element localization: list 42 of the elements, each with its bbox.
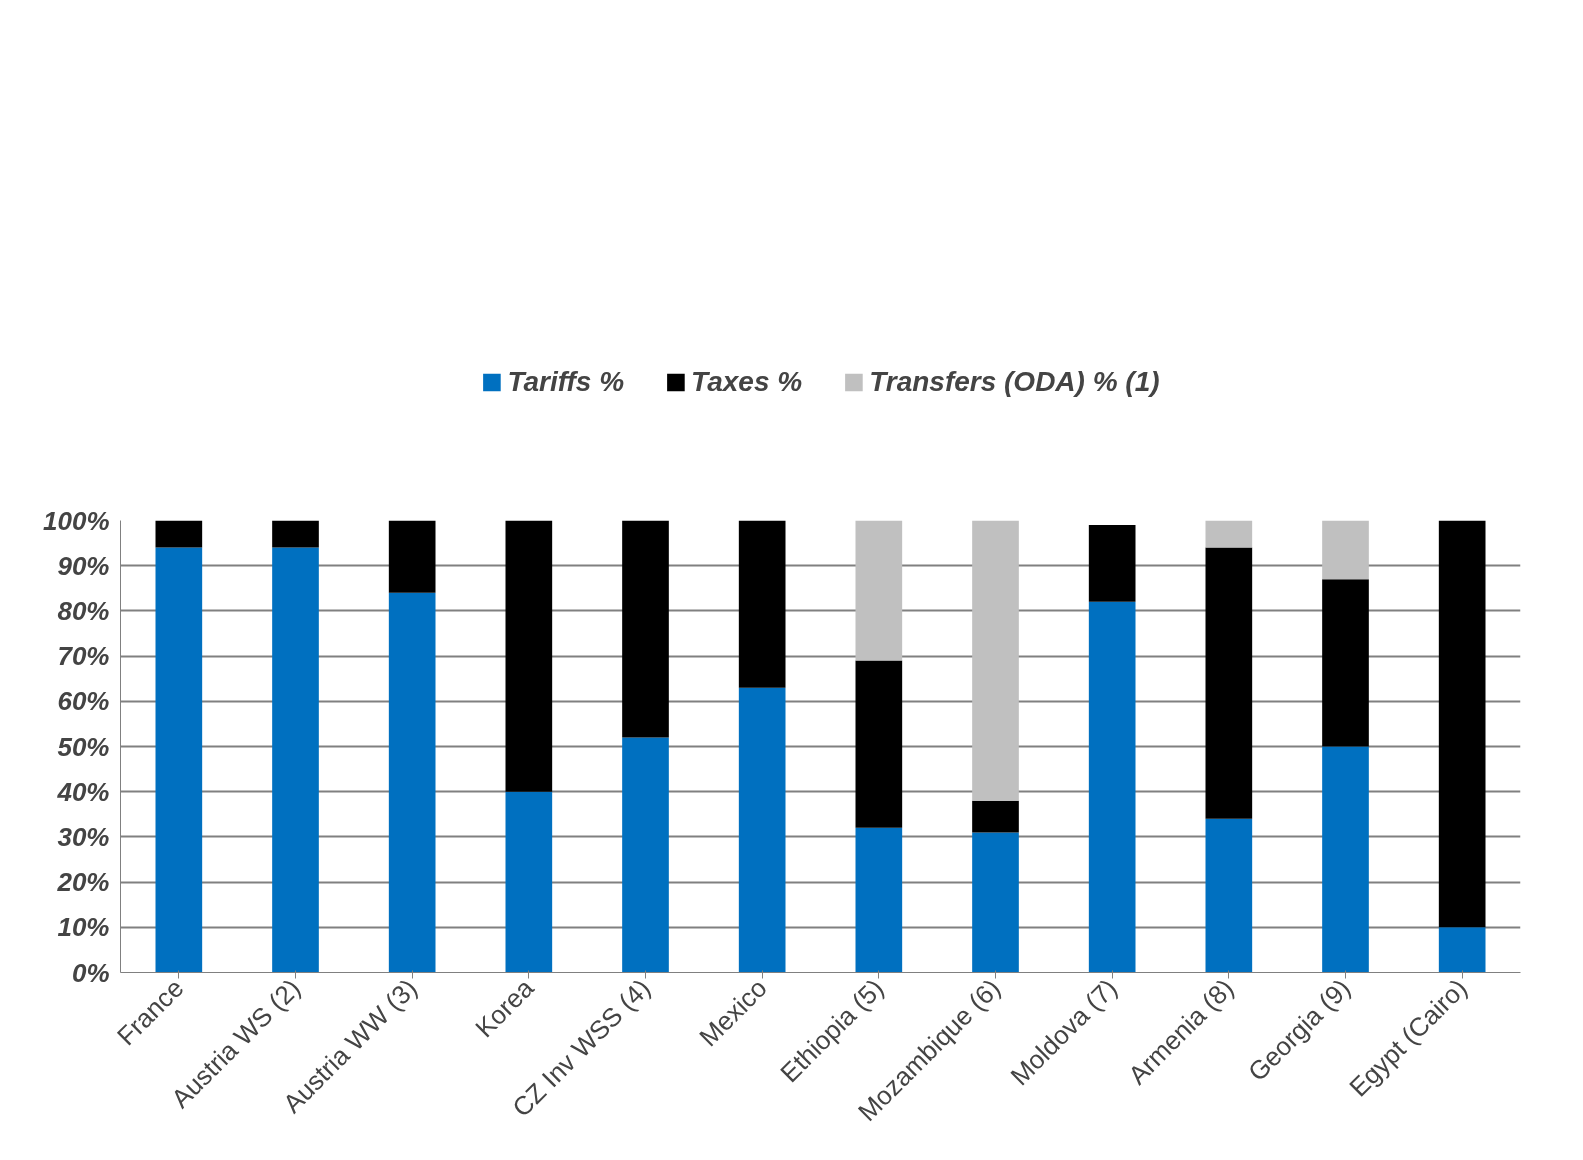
bar [972,520,1019,801]
bar [1205,818,1253,973]
y-tick-label: 0% [71,957,110,988]
y-tick-label: 20% [56,867,110,898]
legend-label: Taxes % [691,366,803,398]
bar [505,791,553,973]
bar [1205,547,1253,819]
bar [622,520,669,738]
y-tick-label: 80% [57,595,110,626]
bar [855,827,903,973]
bar [1438,927,1486,973]
y-tick-label: 90% [57,550,110,581]
bar [972,800,1019,833]
bar [855,520,903,661]
y-tick-label: 40% [56,776,110,807]
bar [738,520,786,688]
bar [388,520,436,593]
bar [505,520,553,792]
y-tick-label: 30% [57,821,110,852]
legend-label: Tariffs % [507,366,625,398]
y-tick-label: 10% [57,912,110,943]
bar [272,520,319,548]
bar [1205,520,1253,548]
bar [1438,520,1486,928]
y-tick-label: 60% [57,686,110,717]
bar [855,660,903,828]
bar [972,832,1019,973]
bar [155,520,203,548]
bar [622,737,669,973]
bar [738,687,786,973]
bar [388,592,436,973]
bar [1088,525,1136,602]
y-tick-label: 70% [57,641,110,672]
bar [1088,601,1136,973]
bar [155,547,203,973]
bar [1322,520,1369,580]
bar [1322,746,1369,973]
bar [1322,579,1369,747]
y-tick-label: 50% [57,731,110,762]
y-tick-label: 100% [43,505,110,536]
bar [272,547,319,973]
legend-label: Transfers (ODA) % (1) [869,366,1160,398]
